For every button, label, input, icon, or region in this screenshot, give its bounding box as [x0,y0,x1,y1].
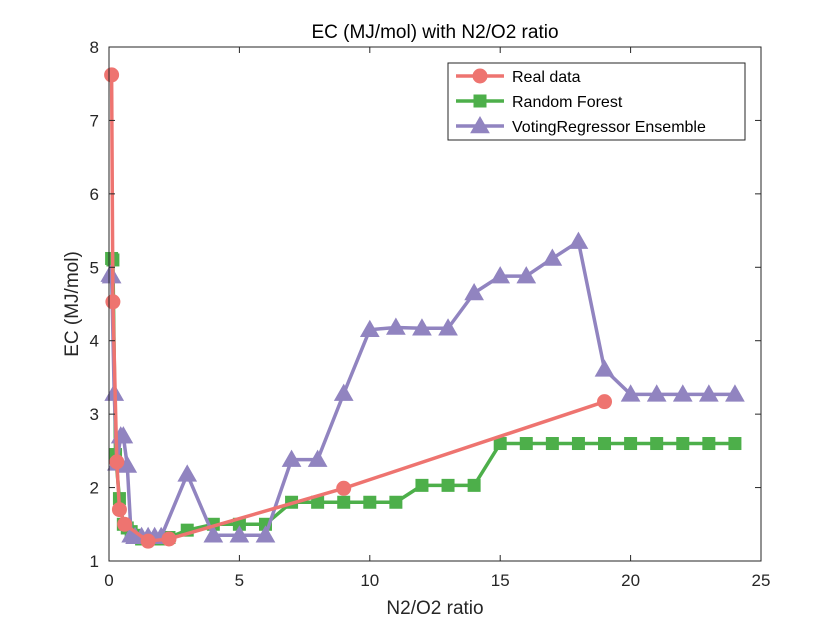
data-point [337,495,351,509]
legend-entry: Real data [456,68,581,86]
y-tick-label: 5 [90,258,99,277]
y-tick-label: 8 [90,38,99,57]
data-point [620,384,641,402]
data-point [519,437,533,451]
data-point [545,437,559,451]
data-point [728,437,742,451]
x-tick-label: 5 [235,571,244,590]
x-tick-label: 0 [104,571,113,590]
data-point [676,437,690,451]
data-point [203,525,224,543]
data-point [111,502,127,518]
legend: Real data Random Forest VotingRegressor En… [447,62,746,141]
data-point [464,282,484,301]
y-tick-label: 1 [90,552,99,571]
data-point [333,383,354,401]
data-point [140,533,156,549]
axes-frame [108,46,762,562]
data-point [597,394,613,410]
data-point [229,525,250,543]
data-point [255,525,276,543]
axes: 0 5 10 15 20 25 1 2 3 4 5 6 7 8 [90,38,771,590]
legend-entry: VotingRegressor Ensemble [456,115,706,136]
data-point [363,495,377,509]
data-point [412,318,432,336]
data-point [441,478,455,492]
data-point [386,317,406,335]
x-tick-label: 20 [621,571,640,590]
legend-marker [472,68,488,84]
legend-label: Random Forest [512,94,623,111]
y-tick-label: 6 [90,185,99,204]
data-point [113,426,134,444]
data-point [336,480,352,496]
data-point [646,384,667,402]
x-tick-label: 10 [360,571,379,590]
data-point [307,449,328,467]
data-point [359,319,380,337]
legend-label: Real data [512,69,581,86]
x-tick-label: 25 [752,571,771,590]
data-point [672,384,693,402]
y-tick-label: 7 [90,111,99,130]
y-axis-title: EC (MJ/mol) [62,251,83,357]
data-point [105,294,121,310]
data-point [177,464,198,482]
data-point [702,437,716,451]
y-tick-label: 2 [90,479,99,498]
data-point [568,231,589,249]
data-point [104,67,120,83]
data-point [698,384,719,402]
data-point [438,318,458,336]
chart-title: EC (MJ/mol) with N2/O2 ratio [311,22,558,43]
legend-entry: Random Forest [456,94,623,111]
data-point [624,437,638,451]
data-point [516,266,537,284]
data-point [415,478,429,492]
x-axis-title: N2/O2 ratio [386,598,483,619]
data-marks [100,67,745,549]
data-point [490,266,511,284]
data-point [117,516,133,532]
data-point [389,495,403,509]
data-point [650,437,664,451]
data-point [109,454,125,470]
legend-marker [473,94,487,108]
data-point [598,437,612,451]
legend-label: VotingRegressor Ensemble [512,119,706,136]
data-point [594,359,615,377]
data-point [161,531,177,547]
data-point [571,437,585,451]
data-point [542,248,563,266]
data-point [281,449,302,467]
y-tick-label: 4 [90,332,99,351]
legend-marker [470,115,490,134]
data-point [725,384,745,402]
y-tick-label: 3 [90,405,99,424]
data-point [467,478,481,492]
x-tick-label: 15 [491,571,510,590]
